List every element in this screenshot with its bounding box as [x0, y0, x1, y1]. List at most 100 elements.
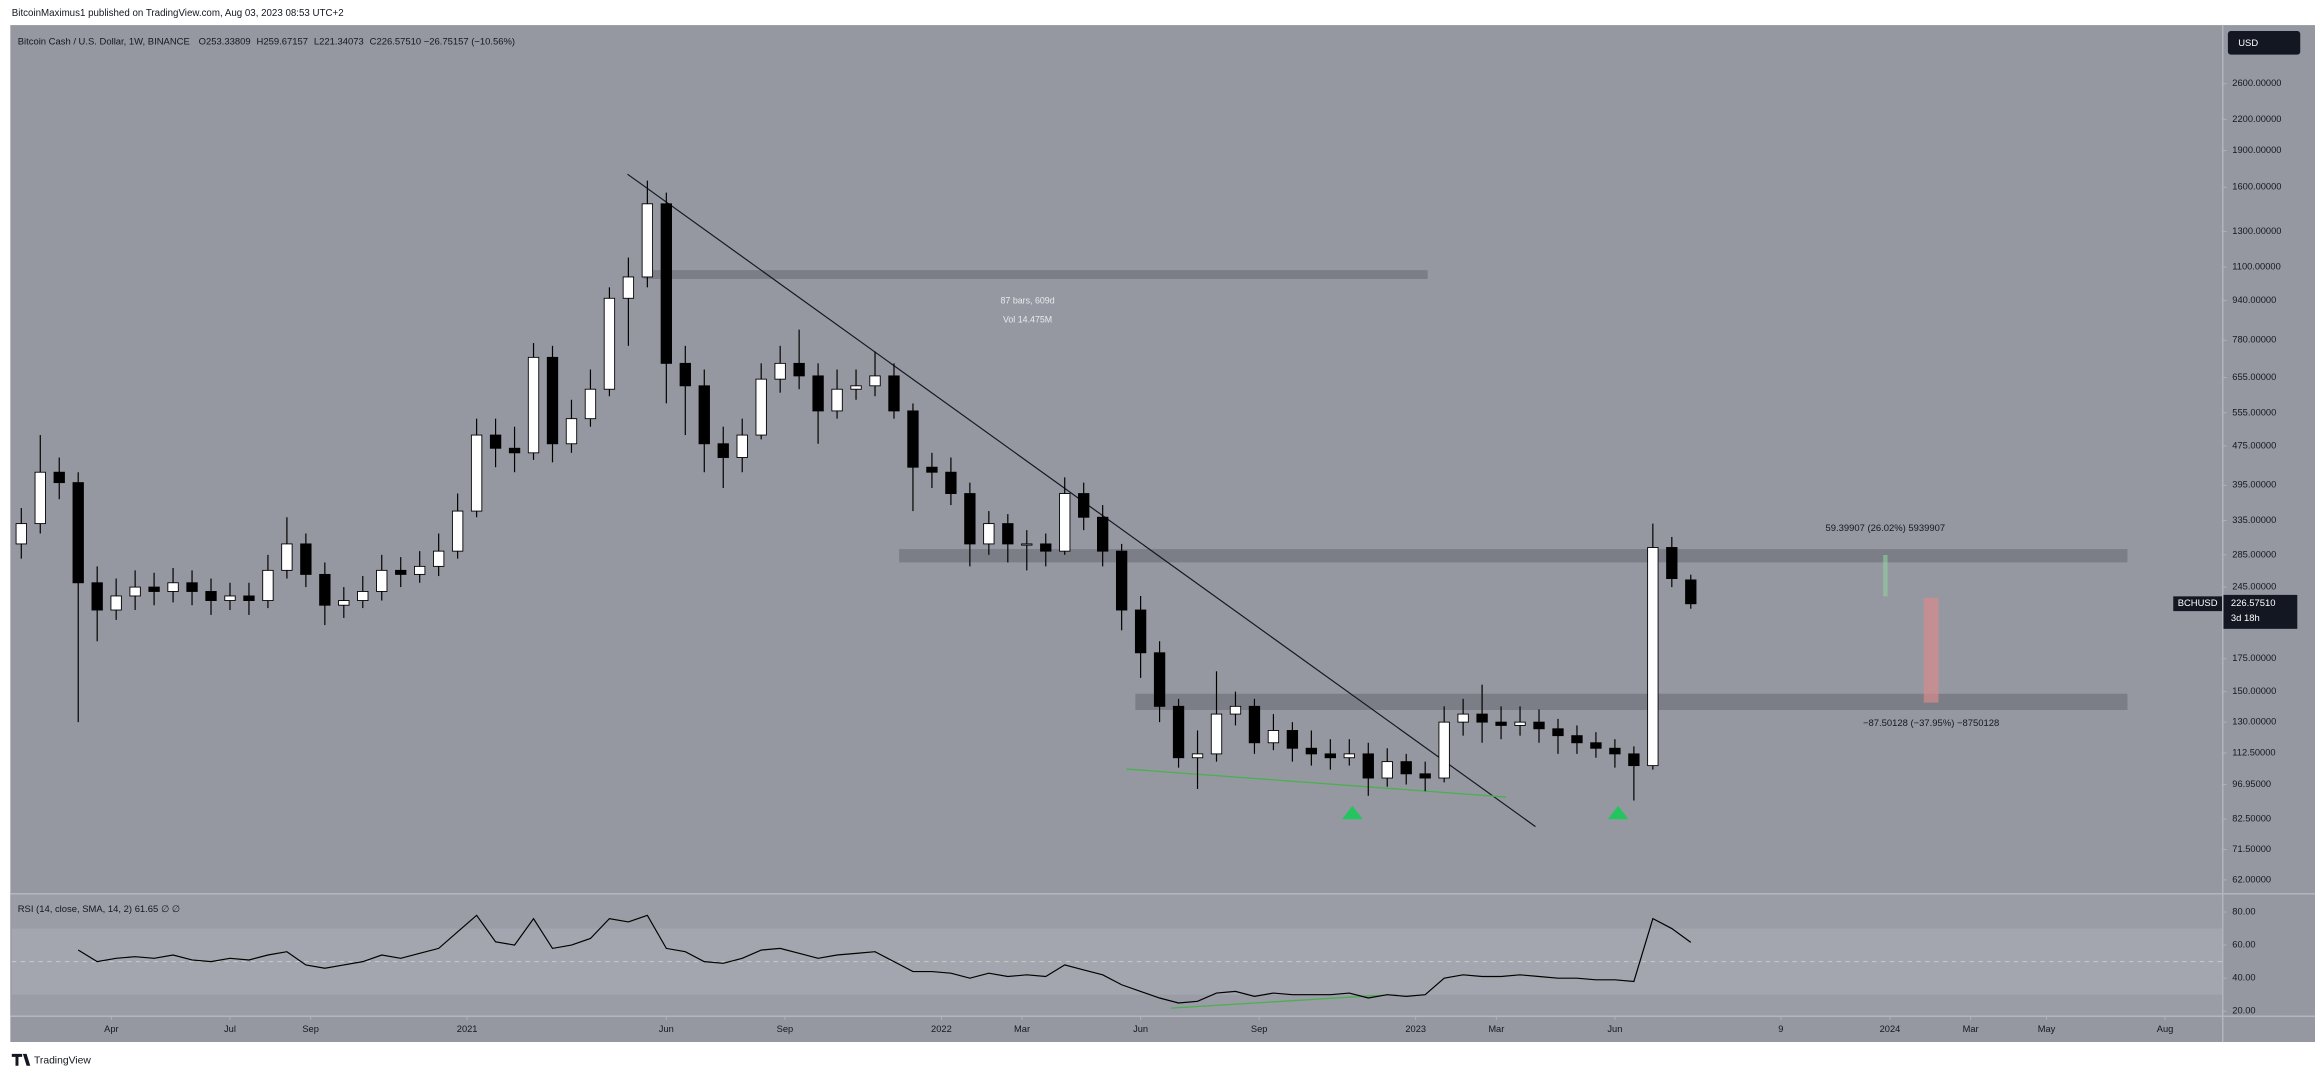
candle-body [1343, 753, 1355, 759]
candle-body [319, 573, 331, 606]
currency-button[interactable] [2227, 30, 2301, 55]
candle-body [1210, 713, 1223, 755]
candle-body [1248, 705, 1261, 744]
y-tick-label: 62.00000 [2232, 874, 2271, 884]
candle-body [1514, 721, 1526, 726]
last-price-symbol: BCHUSD [2178, 598, 2218, 609]
y-tick-label: 150.00000 [2232, 686, 2276, 696]
range-bars-label: 87 bars, 609d [1001, 295, 1055, 305]
y-tick-label: 335.00000 [2232, 515, 2276, 525]
candle-body [679, 362, 691, 387]
candle-body [1552, 728, 1564, 737]
y-tick-label: 112.50000 [2232, 747, 2275, 757]
x-tick-label: Jun [659, 1024, 674, 1034]
candle-body [1419, 773, 1431, 779]
x-tick-label: 9 [1778, 1024, 1783, 1034]
downside-measure-label: −87.50128 (−37.95%) −8750128 [1863, 718, 1999, 729]
candle-body [1153, 652, 1166, 707]
x-tick-label: 2024 [1880, 1024, 1901, 1034]
y-tick-label: 940.00000 [2232, 295, 2276, 305]
candle-body [1191, 753, 1204, 759]
x-tick-label: Aug [2157, 1024, 2174, 1034]
candle-body [489, 434, 502, 449]
candle-body [1267, 730, 1280, 744]
candle-body [1476, 713, 1488, 723]
y-tick-label: 130.00000 [2232, 717, 2276, 727]
bullish-divergence-arrow [1607, 805, 1629, 820]
y-tick-label: 2200.00000 [2232, 114, 2281, 124]
candle-body [508, 447, 521, 454]
candle-body [376, 569, 388, 592]
rsi-last-value: 61.65 [135, 904, 159, 915]
candle-body [1438, 721, 1450, 779]
rsi-extra: ∅ ∅ [161, 904, 180, 915]
candle-body [262, 569, 274, 601]
rsi-tick-label: 80.00 [2232, 906, 2255, 916]
rsi-band [11, 928, 2222, 995]
chart-background [10, 25, 2315, 1043]
ohlc-key: L [314, 36, 319, 47]
candle-body [755, 378, 767, 436]
y-tick-label: 82.50000 [2232, 813, 2271, 823]
candle-body [1571, 735, 1583, 744]
candle-body [1381, 761, 1393, 779]
upside-measure [1883, 554, 1888, 597]
candle-body [641, 203, 654, 278]
y-tick-label: 555.00000 [2232, 407, 2276, 417]
y-tick-label: 1300.00000 [2232, 226, 2281, 236]
candle-body [15, 523, 27, 545]
candle-body [945, 471, 957, 494]
rsi-tick-label: 40.00 [2232, 973, 2255, 983]
candle-body [1286, 730, 1299, 749]
y-tick-label: 2600.00000 [2232, 78, 2281, 88]
bullish-divergence-arrow [1342, 805, 1363, 820]
currency-button-label[interactable]: USD [2238, 38, 2258, 49]
candle-body [451, 510, 464, 552]
ohlc-value: 226.57510 [376, 36, 421, 47]
range-volume-label: Vol 14.475M [1003, 315, 1052, 325]
candle-body [622, 276, 635, 299]
y-tick-label: 245.00000 [2232, 582, 2276, 592]
candle-body [1305, 747, 1318, 755]
candle-body [224, 595, 236, 601]
candle-body [869, 375, 881, 387]
ohlc-value: 259.67157 [263, 36, 308, 47]
x-tick-label: Sep [302, 1024, 319, 1034]
candle-body [357, 591, 369, 601]
candle-body [414, 565, 426, 575]
candle-body [110, 595, 122, 611]
candle-body [1115, 550, 1128, 611]
candle-body [1229, 705, 1242, 715]
candle-body [717, 443, 729, 458]
candle-body [1172, 705, 1185, 759]
last-price-box [2223, 594, 2298, 629]
support-zone [1135, 693, 2128, 710]
candle-body [91, 582, 103, 611]
x-tick-label: Jun [1607, 1024, 1622, 1034]
candle-body [470, 434, 483, 512]
candle-body [148, 586, 160, 592]
x-tick-label: Jul [224, 1024, 236, 1034]
x-tick-label: Mar [1963, 1024, 1979, 1034]
x-tick-label: Apr [104, 1024, 118, 1034]
candle-body [774, 362, 786, 380]
candle-body [812, 375, 824, 412]
x-tick-label: May [2038, 1024, 2056, 1034]
candle-body [300, 543, 312, 575]
y-tick-label: 96.95000 [2232, 779, 2271, 789]
last-price-symbol-box [2173, 596, 2222, 612]
candle-body [736, 434, 748, 458]
rsi-legend: RSI (14, close, SMA, 14, 2) 61.65 ∅ ∅ [18, 904, 180, 915]
candle-body [1590, 742, 1602, 749]
y-tick-label: 71.50000 [2232, 844, 2271, 854]
y-tick-label: 395.00000 [2232, 480, 2276, 490]
candle-body [186, 582, 198, 592]
candle-body [1609, 747, 1621, 755]
candle-body [546, 356, 559, 445]
x-tick-label: Sep [1251, 1024, 1268, 1034]
candle-body [698, 385, 710, 445]
y-tick-label: 1600.00000 [2232, 182, 2281, 192]
candle-body [850, 385, 862, 390]
candle-body [660, 203, 672, 364]
